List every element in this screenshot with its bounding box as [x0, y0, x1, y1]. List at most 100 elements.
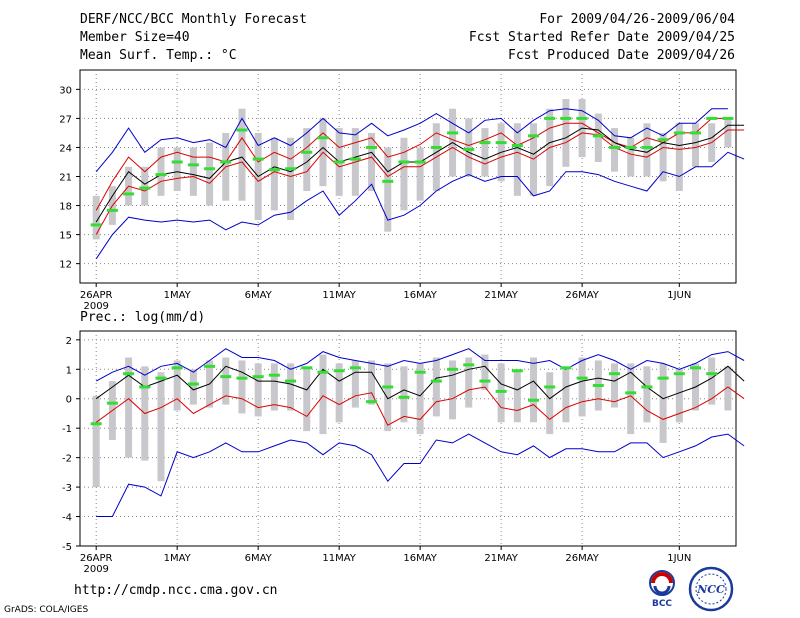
prec-obs-marker — [155, 376, 167, 380]
prec-range-box — [368, 360, 376, 405]
bcc-logo-text: BCC — [652, 599, 672, 608]
temp-obs-marker — [690, 131, 702, 135]
temp-obs-marker — [285, 167, 297, 171]
temp-obs-marker — [398, 160, 410, 164]
prec-obs-marker — [382, 385, 394, 389]
prec-obs-marker — [544, 385, 556, 389]
prec-obs-marker — [333, 369, 345, 373]
prec-obs-marker — [641, 385, 653, 389]
prec-range-box — [481, 354, 489, 390]
temp-range-box — [659, 132, 667, 182]
temp-obs-marker — [268, 168, 280, 172]
prec-range-box — [384, 363, 392, 432]
temp-obs-marker — [414, 160, 426, 164]
prec-range-box — [562, 369, 570, 423]
temp-range-box — [594, 113, 602, 162]
temp-xtick-label: 11MAY — [322, 290, 356, 301]
prec-range-box — [319, 354, 327, 435]
source-url[interactable]: http://cmdp.ncc.cma.gov.cn — [74, 583, 278, 598]
temp-ytick-label: 27 — [59, 114, 72, 125]
prec-obs-marker — [430, 379, 442, 383]
temp-xtick-label: 6MAY — [245, 290, 273, 301]
prec-range-box — [643, 366, 651, 423]
prec-obs-marker — [447, 367, 459, 371]
temp-range-box — [627, 137, 635, 177]
prec-range-box — [92, 395, 100, 488]
temp-obs-marker — [447, 131, 459, 135]
prec-ytick-label: -3 — [62, 483, 72, 494]
temp-obs-marker — [495, 141, 507, 145]
prec-range-box — [659, 363, 667, 443]
prec-range-box — [157, 372, 165, 482]
temp-ytick-label: 15 — [59, 231, 72, 242]
prec-max-line — [95, 348, 745, 382]
temp-obs-marker — [366, 145, 378, 149]
prec-ytick-label: -4 — [62, 513, 72, 524]
temp-obs-marker — [528, 134, 540, 138]
prec-obs-marker — [285, 379, 297, 383]
prec-obs-marker — [657, 376, 669, 380]
prec-obs-marker — [576, 376, 588, 380]
variable-label: Mean Surf. Temp.: °C — [80, 48, 237, 63]
prec-obs-marker — [123, 372, 135, 376]
prec-obs-marker — [414, 370, 426, 374]
temp-ytick-label: 18 — [59, 202, 72, 213]
temp-obs-marker — [511, 144, 523, 148]
temp-obs-marker — [139, 186, 151, 190]
temp-obs-marker — [317, 136, 329, 140]
precip-label: Prec.: log(mm/d) — [80, 310, 206, 325]
prec-range-box — [173, 360, 181, 411]
prec-ytick-label: -2 — [62, 454, 72, 465]
prec-xtick-label: 11MAY — [322, 553, 356, 564]
temp-range-box — [287, 137, 295, 221]
prec-ytick-label: 0 — [66, 395, 72, 406]
prec-min-line — [96, 433, 745, 517]
temp-xtick-sublabel: 2009 — [83, 301, 108, 312]
prec-xtick-label: 26APR — [80, 553, 113, 564]
prec-obs-marker — [706, 372, 718, 376]
prec-xtick-label: 21MAY — [484, 553, 518, 564]
temp-range-box — [157, 147, 165, 196]
ncc-logo: NCC — [688, 566, 734, 612]
prec-xtick-label: 1MAY — [164, 553, 192, 564]
temp-xtick-label: 26APR — [80, 290, 113, 301]
prec-range-box — [578, 357, 586, 417]
temp-obs-marker — [106, 208, 118, 212]
temp-obs-marker — [576, 116, 588, 120]
prec-obs-marker — [204, 364, 216, 368]
prec-range-box — [400, 366, 408, 423]
temp-xtick-label: 1JUN — [667, 290, 691, 301]
prec-obs-marker — [252, 375, 264, 379]
prec-xtick-sublabel: 2009 — [83, 564, 108, 575]
temp-range-box — [270, 137, 278, 211]
prec-range-box — [416, 363, 424, 435]
prec-lower-line — [95, 386, 745, 426]
prec-range-box — [125, 357, 133, 458]
temp-obs-marker — [706, 116, 718, 120]
prec-obs-marker — [690, 366, 702, 370]
prec-obs-marker — [220, 375, 232, 379]
prec-range-box — [351, 360, 359, 408]
temp-obs-marker — [463, 147, 475, 151]
temp-range-box — [206, 142, 214, 206]
prec-range-box — [513, 369, 521, 423]
ncc-logo-text: NCC — [696, 583, 725, 596]
member-size: Member Size=40 — [80, 30, 190, 45]
prec-range-box — [335, 363, 343, 423]
temp-upper-line — [95, 117, 728, 211]
prec-range-box — [627, 363, 635, 435]
temp-range-box — [611, 128, 619, 172]
temp-obs-marker — [220, 160, 232, 164]
temp-obs-marker — [171, 160, 183, 164]
prec-xtick-label: 16MAY — [403, 553, 437, 564]
prec-range-box — [254, 363, 262, 417]
temp-obs-marker — [155, 173, 167, 177]
prec-obs-marker — [139, 385, 151, 389]
prec-obs-marker — [398, 395, 410, 399]
prec-obs-marker — [511, 369, 523, 373]
temp-obs-marker — [722, 116, 734, 120]
prec-range-box — [708, 357, 716, 405]
prec-ytick-label: 1 — [66, 365, 72, 376]
prec-xtick-label: 26MAY — [565, 553, 599, 564]
prec-ytick-label: -5 — [62, 542, 72, 553]
